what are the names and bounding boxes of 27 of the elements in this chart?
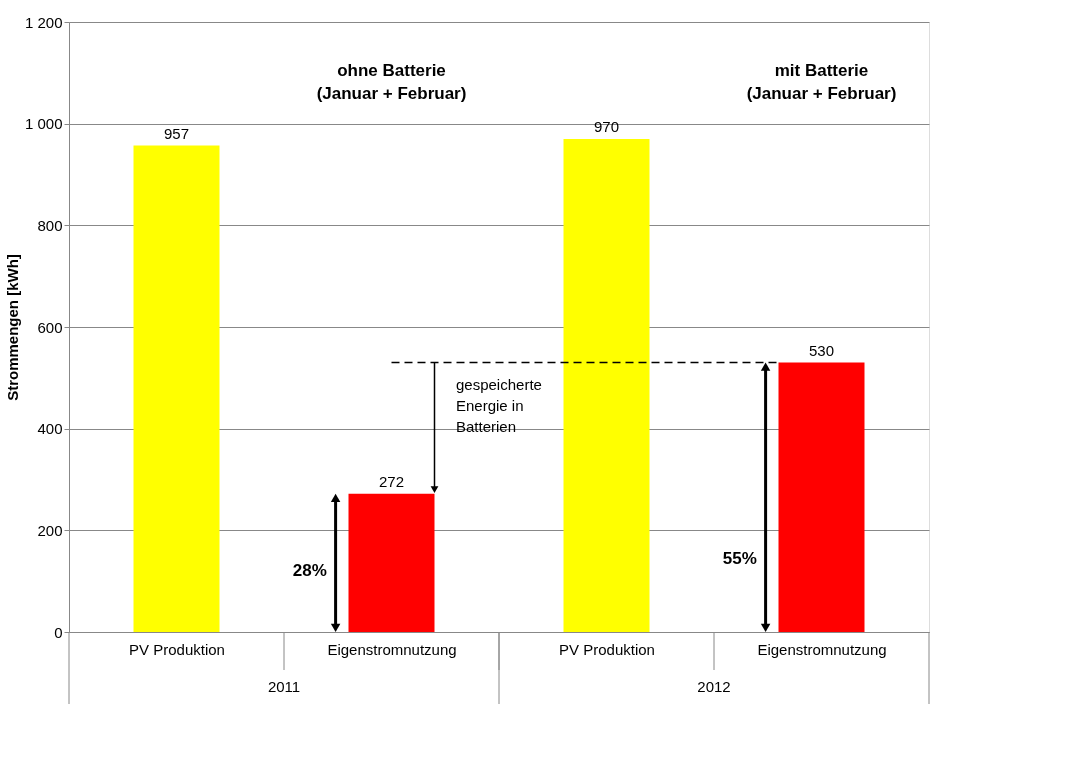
bar [133,145,220,632]
data-label: 272 [378,472,405,490]
y-tick-label: 0 [54,623,63,641]
bar [778,362,865,632]
bar [348,493,435,632]
annotation: gespeicherte Energie in Batterien [456,375,542,435]
y-tick-label: 400 [37,420,63,438]
y-tick-label: 1 200 [24,13,63,31]
annotation: 28% [292,561,327,581]
x-tick-label: PV Produktion [559,640,655,658]
data-label: 530 [808,341,835,359]
y-tick-label: 200 [37,521,63,539]
data-label: 957 [163,124,190,142]
y-axis-title: Strommengen [kWh] [3,254,21,401]
annotation: ohne Batterie (Januar + Februar) [316,60,467,103]
annotation: mit Batterie (Januar + Februar) [746,60,897,103]
annotation: 55% [722,548,757,568]
text: 2012 [697,678,731,695]
x-tick-label: PV Produktion [129,640,225,658]
y-tick-label: 600 [37,318,63,336]
x-tick-label: Eigenstromnutzung [327,640,457,658]
y-tick-label: 800 [37,216,63,234]
x-tick-label: Eigenstromnutzung [757,640,887,658]
bar [563,138,650,632]
y-tick-label: 1 000 [24,115,63,133]
data-label: 970 [593,117,620,135]
text: 2011 [267,678,301,695]
